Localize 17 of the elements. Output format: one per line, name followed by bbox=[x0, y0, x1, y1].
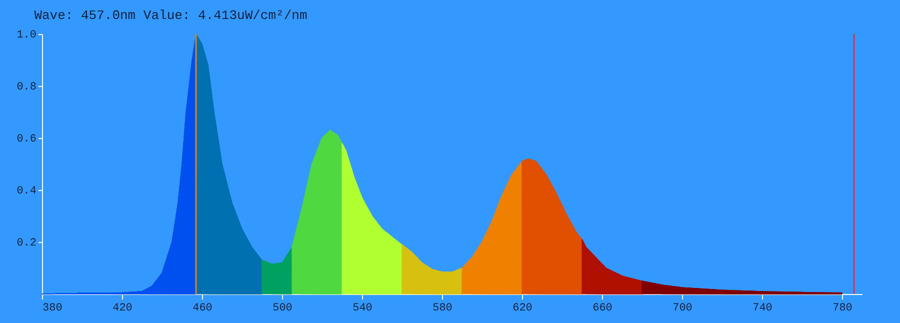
x-tick-label: 660 bbox=[592, 302, 612, 314]
x-tick-label: 460 bbox=[192, 302, 212, 314]
x-tick-label: 740 bbox=[752, 302, 772, 314]
x-tick-label: 380 bbox=[42, 302, 62, 314]
x-tick-label: 780 bbox=[832, 302, 852, 314]
x-tick-label: 540 bbox=[352, 302, 372, 314]
y-tick-label: 1.0 bbox=[16, 30, 36, 42]
x-tick-label: 420 bbox=[112, 302, 132, 314]
x-tick-label: 580 bbox=[432, 302, 452, 314]
x-tick-label: 700 bbox=[672, 302, 692, 314]
chart-title: Wave: 457.0nm Value: 4.413uW/cm²/nm bbox=[34, 8, 308, 23]
y-tick-label: 0.6 bbox=[16, 134, 36, 146]
x-tick-label: 620 bbox=[512, 302, 532, 314]
x-tick-label: 500 bbox=[272, 302, 292, 314]
y-tick-label: 0.8 bbox=[16, 82, 36, 94]
y-tick-label: 0.4 bbox=[16, 186, 37, 198]
y-tick-label: 0.2 bbox=[16, 238, 36, 250]
